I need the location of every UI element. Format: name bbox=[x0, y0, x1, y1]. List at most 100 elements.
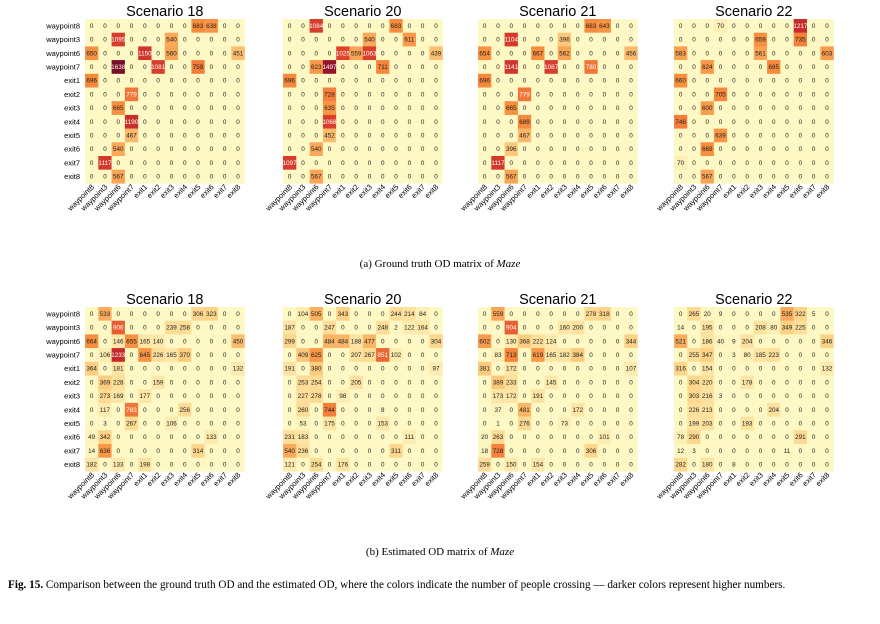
heatmap-cell bbox=[111, 101, 126, 116]
heatmap-cell bbox=[687, 142, 701, 157]
cell-value: 0 bbox=[629, 119, 633, 126]
cell-value: 0 bbox=[354, 132, 358, 139]
cell-value: 0 bbox=[90, 119, 94, 126]
cell-value: 225 bbox=[795, 325, 806, 332]
heatmap-cell bbox=[402, 361, 417, 376]
cell-value: 0 bbox=[759, 119, 763, 126]
cell-value: 145 bbox=[546, 379, 557, 386]
heatmap-cell bbox=[283, 402, 297, 417]
cell-value: 188 bbox=[351, 338, 362, 345]
cell-value: 623 bbox=[311, 64, 322, 71]
heatmap-cell bbox=[322, 114, 337, 129]
heatmap-cell bbox=[111, 46, 126, 61]
cell-value: 0 bbox=[509, 311, 513, 318]
heatmap-cell bbox=[231, 156, 245, 170]
cell-value: 696 bbox=[284, 78, 295, 85]
heatmap-cell bbox=[584, 320, 598, 335]
cell-value: 0 bbox=[223, 64, 227, 71]
heatmap-cell bbox=[309, 307, 324, 321]
heatmap-cell bbox=[531, 128, 545, 143]
cell-value: 0 bbox=[629, 462, 633, 469]
cell-value: 0 bbox=[236, 105, 240, 112]
heatmap-cell bbox=[111, 334, 126, 349]
cell-value: 0 bbox=[103, 91, 107, 98]
cell-value: 0 bbox=[629, 23, 633, 30]
heatmap-cell bbox=[362, 320, 377, 335]
heatmap-cell bbox=[178, 114, 192, 129]
heatmap-cell bbox=[531, 334, 545, 349]
heatmap-cell bbox=[700, 32, 715, 47]
cell-value: 0 bbox=[825, 325, 829, 332]
cell-value: 0 bbox=[616, 132, 620, 139]
cell-value: 0 bbox=[692, 366, 696, 373]
cell-value: 0 bbox=[563, 448, 567, 455]
heatmap-cell bbox=[231, 361, 245, 376]
cell-value: 0 bbox=[341, 132, 345, 139]
cell-value: 0 bbox=[812, 50, 816, 57]
cell-value: 0 bbox=[799, 407, 803, 414]
heatmap-cell bbox=[191, 19, 205, 33]
cell-value: 0 bbox=[170, 434, 174, 441]
cell-value: 0 bbox=[825, 119, 829, 126]
heatmap-cell bbox=[376, 444, 390, 458]
heatmap-cell bbox=[218, 389, 232, 404]
cell-value: 0 bbox=[328, 434, 332, 441]
cell-value: 239 bbox=[166, 325, 177, 332]
cell-value: 233 bbox=[506, 379, 517, 386]
cell-value: 254 bbox=[311, 379, 322, 386]
heatmap-cell bbox=[402, 402, 417, 417]
cell-value: 0 bbox=[408, 105, 412, 112]
heatmap-cell bbox=[349, 169, 363, 184]
heatmap-cell bbox=[349, 114, 363, 129]
cell-value: 0 bbox=[536, 78, 540, 85]
heatmap-cell bbox=[124, 32, 139, 47]
heatmap-cell bbox=[687, 169, 701, 184]
heatmap-cell bbox=[624, 142, 638, 157]
heatmap-cell bbox=[674, 114, 688, 129]
heatmap-cell bbox=[557, 32, 572, 47]
cell-value: 0 bbox=[143, 434, 147, 441]
cell-value: 624 bbox=[702, 64, 713, 71]
cell-value: 0 bbox=[90, 64, 94, 71]
heatmap-cell bbox=[402, 101, 417, 116]
cell-value: 0 bbox=[732, 420, 736, 427]
heatmap-cell bbox=[376, 389, 390, 404]
cell-value: 0 bbox=[354, 37, 358, 44]
cell-value: 0 bbox=[629, 407, 633, 414]
heatmap-cell bbox=[740, 114, 754, 129]
heatmap-cell bbox=[376, 32, 390, 47]
cell-value: 0 bbox=[799, 64, 803, 71]
col-label: exit8 bbox=[225, 182, 243, 200]
cell-value: 0 bbox=[563, 160, 567, 167]
cell-value: 0 bbox=[563, 78, 567, 85]
cell-value: 0 bbox=[196, 37, 200, 44]
cell-value: 244 bbox=[391, 311, 402, 318]
cell-value: 226 bbox=[153, 352, 164, 359]
cell-value: 0 bbox=[156, 23, 160, 30]
heatmap-cell bbox=[584, 73, 598, 88]
cell-value: 0 bbox=[368, 64, 372, 71]
row-label: waypoint3 bbox=[45, 323, 80, 332]
heatmap-cell bbox=[531, 307, 545, 321]
cell-value: 779 bbox=[126, 91, 137, 98]
heatmap-cell bbox=[389, 457, 403, 472]
cell-value: 0 bbox=[223, 174, 227, 181]
cell-value: 0 bbox=[563, 119, 567, 126]
heatmap-cell bbox=[218, 101, 232, 116]
cell-value: 535 bbox=[782, 311, 793, 318]
cell-value: 705 bbox=[715, 91, 726, 98]
heatmap-cell bbox=[504, 73, 519, 88]
heatmap-cell bbox=[389, 32, 403, 47]
heatmap-cell bbox=[138, 416, 152, 431]
heatmap-cell bbox=[85, 19, 99, 33]
heatmap-cell bbox=[517, 32, 532, 47]
col-label: exit8 bbox=[618, 470, 636, 488]
cell-value: 0 bbox=[103, 132, 107, 139]
cell-value: 318 bbox=[599, 311, 610, 318]
heatmap-cell bbox=[309, 402, 324, 417]
heatmap-cell bbox=[322, 444, 337, 458]
heatmap-cell bbox=[111, 444, 126, 458]
heatmap-cell bbox=[178, 430, 192, 445]
heatmap-cell bbox=[780, 32, 794, 47]
row-label: exit1 bbox=[64, 364, 80, 373]
